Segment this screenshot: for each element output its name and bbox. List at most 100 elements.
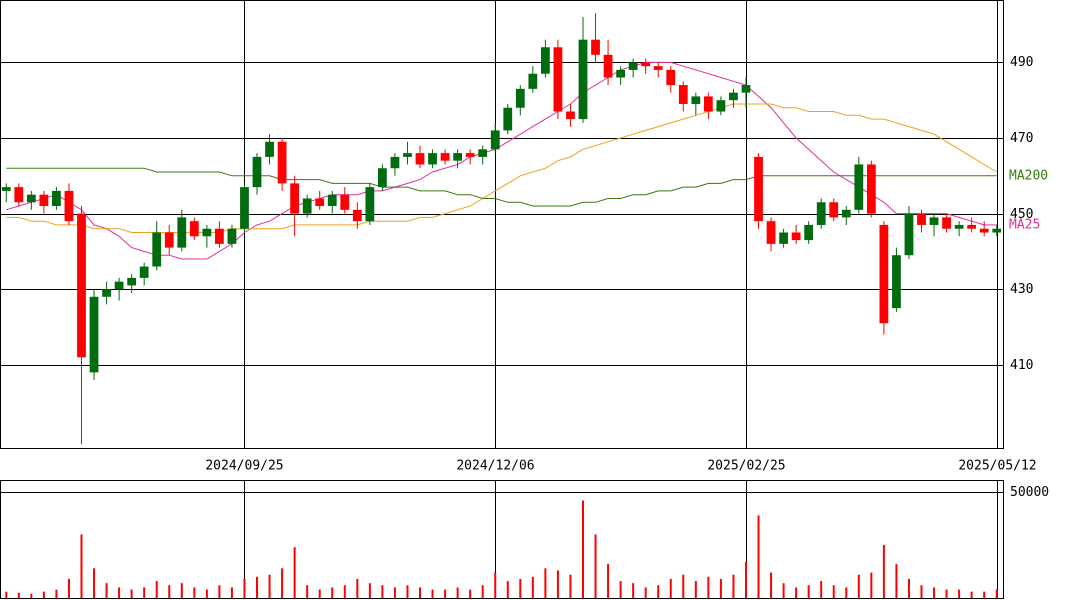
x-tick-label: 2025/02/25 xyxy=(707,459,785,474)
volume-bar xyxy=(870,572,873,598)
volume-bar xyxy=(569,574,572,598)
volume-bar xyxy=(5,591,8,598)
volume-bar xyxy=(381,585,384,598)
candle-body xyxy=(89,296,99,373)
candle-body xyxy=(428,153,437,165)
candle-body xyxy=(566,111,575,120)
candle-body xyxy=(503,107,513,131)
volume-bar xyxy=(168,585,171,598)
volume-bar xyxy=(895,564,898,598)
volume-bar xyxy=(506,581,509,598)
candle-body xyxy=(829,202,839,218)
volume-bar xyxy=(970,591,973,598)
candle-body xyxy=(954,224,964,229)
candle-body xyxy=(628,62,638,70)
x-tick-label: 2025/05/12 xyxy=(958,459,1036,474)
volume-bar xyxy=(42,591,45,598)
volume-bar xyxy=(318,589,321,598)
volume-bar xyxy=(694,581,697,598)
x-tick-label: 2024/12/06 xyxy=(456,459,534,474)
candle-body xyxy=(139,266,149,278)
candle-body xyxy=(352,209,362,222)
y-tick-label: 450 xyxy=(1010,207,1033,222)
volume-bar xyxy=(581,500,584,598)
candle-body xyxy=(553,47,563,112)
volume-bar xyxy=(393,587,396,598)
candle-body xyxy=(816,202,826,225)
candle-body xyxy=(578,39,588,120)
volume-bar xyxy=(669,578,672,598)
volume-bar xyxy=(832,585,835,598)
volume-bar xyxy=(945,589,948,598)
candle-body xyxy=(904,213,914,256)
candle-body xyxy=(390,156,400,169)
candle-body xyxy=(177,217,187,248)
volume-bar xyxy=(293,547,296,598)
volume-bar xyxy=(55,589,58,598)
candle-body xyxy=(967,224,977,229)
volume-bar xyxy=(218,585,221,598)
volume-bar xyxy=(682,574,685,598)
candle-body xyxy=(691,96,701,104)
candle-body xyxy=(942,217,951,229)
volume-bar xyxy=(93,568,96,598)
candle-body xyxy=(716,100,726,112)
x-tick-label: 2024/09/25 xyxy=(205,459,283,474)
volume-bar xyxy=(556,570,559,598)
volume-bar xyxy=(230,587,233,598)
candle-body xyxy=(866,164,876,214)
candle-body xyxy=(26,194,36,203)
volume-bar xyxy=(744,561,747,598)
candle-body xyxy=(340,194,350,210)
volume-bar xyxy=(469,589,472,598)
candle-body xyxy=(127,277,137,286)
volume-bar xyxy=(356,578,359,598)
y-tick-label: 50000 xyxy=(1010,485,1049,500)
volume-bar xyxy=(456,587,459,598)
volume-bar xyxy=(995,589,998,598)
volume-bar xyxy=(205,589,208,598)
volume-bar xyxy=(17,592,20,598)
candle-body xyxy=(227,228,237,244)
y-tick-label: 430 xyxy=(1010,282,1033,297)
candle-body xyxy=(453,153,463,161)
candle-body xyxy=(666,69,676,86)
candle-body xyxy=(290,183,300,214)
volume-panel xyxy=(0,480,1004,599)
candle-body xyxy=(440,153,450,161)
candle-body xyxy=(378,168,387,188)
y-tick-label: 490 xyxy=(1010,55,1033,70)
candle-body xyxy=(252,156,262,188)
volume-bar xyxy=(406,585,409,598)
volume-bar xyxy=(519,578,522,598)
y-tick-label: 470 xyxy=(1010,131,1033,146)
legend-label: MA200 xyxy=(1009,168,1048,183)
volume-bar xyxy=(619,581,622,598)
volume-bar xyxy=(130,589,133,598)
candle-body xyxy=(540,47,550,74)
volume-bar xyxy=(368,583,371,598)
candle-body xyxy=(879,224,889,324)
volume-bar xyxy=(494,572,497,598)
volume-bar xyxy=(607,564,610,598)
candle-body xyxy=(992,228,1002,233)
volume-bar xyxy=(757,515,760,598)
volume-bar xyxy=(331,587,334,598)
volume-bar xyxy=(544,568,547,598)
candle-body xyxy=(465,153,475,157)
candle-body xyxy=(327,194,337,207)
candle-body xyxy=(603,54,613,78)
candle-body xyxy=(164,232,174,248)
volume-bar xyxy=(431,589,434,598)
volume-bar xyxy=(118,587,121,598)
candle-body xyxy=(917,213,926,225)
volume-bar xyxy=(256,576,259,598)
candle-body xyxy=(265,141,274,157)
volume-bar xyxy=(795,587,798,598)
candle-body xyxy=(703,96,713,112)
candle-body xyxy=(302,198,312,214)
candle-body xyxy=(14,187,24,203)
volume-bar xyxy=(882,545,885,598)
volume-bar xyxy=(644,587,647,598)
